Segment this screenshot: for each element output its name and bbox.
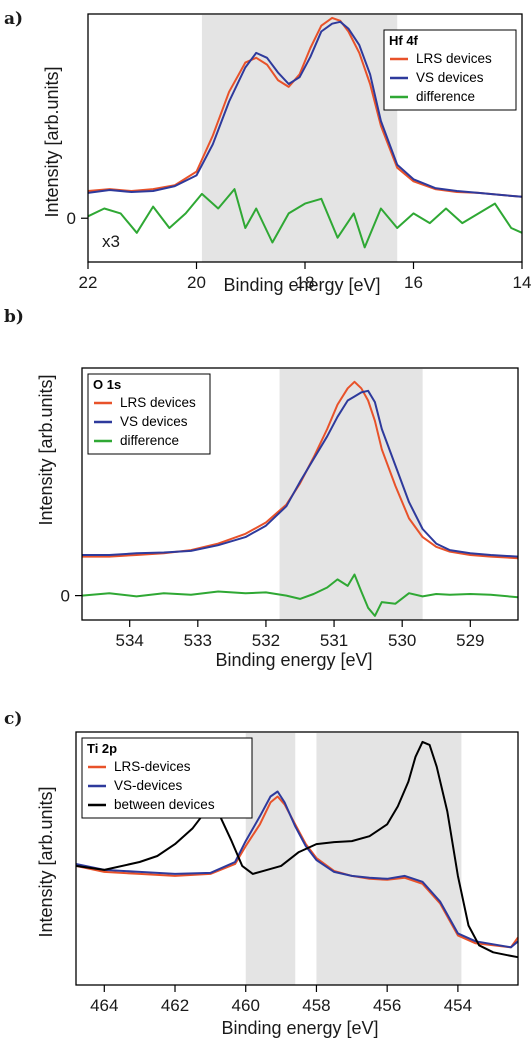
panel-b-legend-label-difference: difference bbox=[120, 433, 179, 448]
panel-a-series-vs-devices bbox=[87, 20, 523, 198]
panel-c-x-tick-label: 464 bbox=[90, 996, 118, 1015]
panel-b: b) Intensity [arb.units] Binding energy … bbox=[4, 307, 519, 670]
panel-b-legend: O 1s LRS devices VS devices difference bbox=[87, 373, 211, 455]
panel-b-x-tick-label: 530 bbox=[388, 631, 416, 650]
panel-a-label: a) bbox=[4, 9, 23, 29]
panel-b-x-tick-label: 531 bbox=[320, 631, 348, 650]
panel-b-legend-label-vs-devices: VS devices bbox=[120, 414, 188, 429]
panel-b-legend-title: O 1s bbox=[93, 377, 121, 392]
panel-c-shaded-region-2 bbox=[316, 733, 462, 985]
panel-c-legend-label-vs-devices: VS-devices bbox=[114, 778, 183, 793]
panel-a-legend-title: Hf 4f bbox=[389, 33, 419, 48]
panel-b-xlabel: Binding energy [eV] bbox=[215, 650, 372, 670]
panel-a-x-tick-label: 20 bbox=[187, 273, 206, 292]
panel-a-legend-label-difference: difference bbox=[416, 89, 475, 104]
panel-c-legend-box bbox=[81, 737, 253, 819]
panel-c-legend-label-lrs-devices: LRS-devices bbox=[114, 759, 191, 774]
panel-a-ylabel: Intensity [arb.units] bbox=[42, 66, 62, 217]
panel-b-x-tick-label: 534 bbox=[116, 631, 144, 650]
panel-c-xlabel: Binding energy [eV] bbox=[221, 1018, 378, 1038]
panel-a-shaded-region-1 bbox=[201, 15, 398, 262]
panel-b-x-tick-label: 532 bbox=[252, 631, 280, 650]
panel-b-plot: 534 533 532 531 530 529 0 O 1s LRS devices VS dev… bbox=[61, 367, 519, 650]
panel-a-x-tick-label: 18 bbox=[296, 273, 315, 292]
panel-a-legend-label-lrs-devices: LRS devices bbox=[416, 51, 492, 66]
panel-b-ylabel: Intensity [arb.units] bbox=[36, 374, 56, 525]
panel-a-annotation: x3 bbox=[102, 232, 120, 251]
panel-c-x-tick-label: 454 bbox=[444, 996, 472, 1015]
panel-c-frame bbox=[75, 731, 519, 986]
panel-b-shaded-region-1 bbox=[279, 369, 423, 620]
panel-c: c) Intensity [arb.units] Binding energy … bbox=[4, 709, 519, 1038]
panel-a-legend-label-vs-devices: VS devices bbox=[416, 70, 484, 85]
panel-c-legend-label-between-devices: between devices bbox=[114, 797, 215, 812]
panel-a-x-tick-label: 16 bbox=[404, 273, 423, 292]
panel-b-series-vs-devices bbox=[82, 389, 519, 558]
panel-b-label: b) bbox=[4, 307, 24, 327]
panel-c-series-between-devices bbox=[75, 740, 519, 959]
panel-a-xlabel: Binding energy [eV] bbox=[223, 275, 380, 295]
panel-a-x-tick-label: 14 bbox=[513, 273, 532, 292]
panel-c-legend-title: Ti 2p bbox=[87, 741, 117, 756]
panel-b-series-lrs-devices bbox=[82, 380, 519, 560]
panel-b-y-tick-label: 0 bbox=[61, 587, 70, 606]
panel-b-x-tick-label: 533 bbox=[184, 631, 212, 650]
panel-c-label: c) bbox=[4, 709, 22, 729]
panel-a-series-difference bbox=[87, 188, 523, 249]
panel-b-series-difference bbox=[81, 573, 519, 617]
panel-c-shaded-region-1 bbox=[245, 733, 296, 985]
panel-c-series-vs-devices bbox=[75, 790, 519, 949]
panel-c-x-tick-label: 460 bbox=[232, 996, 260, 1015]
panel-c-x-tick-label: 458 bbox=[302, 996, 330, 1015]
panel-b-legend-label-lrs-devices: LRS devices bbox=[120, 395, 196, 410]
panel-c-ylabel: Intensity [arb.units] bbox=[36, 786, 56, 937]
panel-a-y-tick-label: 0 bbox=[67, 209, 76, 228]
panel-c-x-tick-label: 456 bbox=[373, 996, 401, 1015]
panel-b-x-tick-label: 529 bbox=[456, 631, 484, 650]
panel-a-legend: Hf 4f LRS devices VS devices difference bbox=[383, 29, 517, 111]
panel-c-plot: 464 462 460 458 456 454 Ti 2p LRS-devices VS-dev… bbox=[75, 731, 519, 1015]
panel-b-frame bbox=[81, 367, 519, 621]
panel-a: a) Intensity [arb.units] Binding energy … bbox=[4, 9, 531, 295]
panel-a-x-tick-label: 22 bbox=[79, 273, 98, 292]
panel-a-plot: 22 20 18 16 14 0 x3 Hf 4f LRS devices VS devices d… bbox=[67, 13, 532, 292]
panel-a-series-lrs-devices bbox=[87, 16, 523, 198]
panel-c-x-tick-label: 462 bbox=[161, 996, 189, 1015]
panel-c-legend: Ti 2p LRS-devices VS-devices between device… bbox=[81, 737, 253, 819]
